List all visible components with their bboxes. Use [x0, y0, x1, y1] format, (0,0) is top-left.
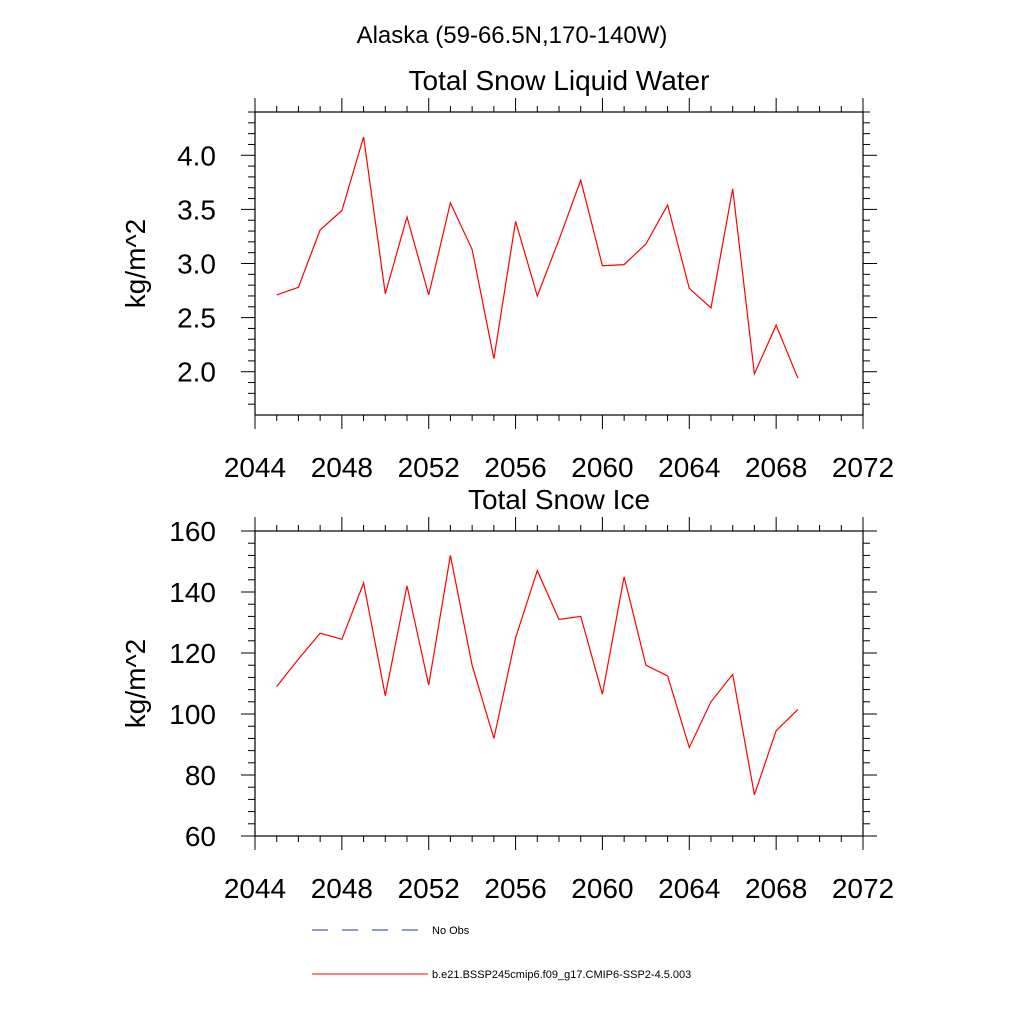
x-tick-label: 2056	[484, 873, 546, 904]
x-tick-label: 2052	[398, 452, 460, 483]
plot-frame-ice	[254, 530, 864, 837]
y-tick-label: 160	[169, 516, 216, 547]
y-tick-label: 120	[169, 638, 216, 669]
y-tick-label: 60	[185, 821, 216, 852]
snow-ice-panel: Total Snow Ice 2044 2048 2052 2056 2060 2064 20…	[120, 484, 894, 904]
y-tick-label: 4.0	[177, 140, 216, 171]
y-tick-label: 140	[169, 577, 216, 608]
legend-model-label: b.e21.BSSP245cmip6.f09_g17.CMIP6-SSP2-4.…	[432, 969, 691, 981]
panel-title-liquid: Total Snow Liquid Water	[409, 65, 710, 96]
x-tick-label: 2048	[311, 873, 373, 904]
x-tick-label: 2060	[571, 873, 633, 904]
x-tick-label: 2044	[224, 452, 286, 483]
y-tick-label: 3.0	[177, 249, 216, 280]
legend: No Obs b.e21.BSSP245cmip6.f09_g17.CMIP6-…	[312, 925, 691, 981]
plot-frame-liquid	[254, 111, 864, 416]
x-tick-label: 2072	[832, 873, 894, 904]
y-tick-label: 100	[169, 699, 216, 730]
y-axis-label: kg/m^2	[120, 219, 151, 308]
legend-obs-label: No Obs	[432, 925, 470, 937]
y-tick-label: 80	[185, 760, 216, 791]
y-tick-label: 3.5	[177, 194, 216, 225]
figure-title: Alaska (59-66.5N,170-140W)	[357, 22, 668, 49]
x-tick-label: 2068	[745, 873, 807, 904]
x-tick-label: 2060	[571, 452, 633, 483]
x-tick-label: 2056	[484, 452, 546, 483]
x-tick-label: 2064	[658, 452, 720, 483]
x-tick-label: 2064	[658, 873, 720, 904]
x-tick-label: 2052	[398, 873, 460, 904]
x-tick-label: 2044	[224, 873, 286, 904]
y-tick-label: 2.5	[177, 303, 216, 334]
y-tick-label: 2.0	[177, 357, 216, 388]
x-tick-label: 2048	[311, 452, 373, 483]
y-axis-label: kg/m^2	[120, 639, 151, 728]
series-line-liquid	[276, 136, 799, 379]
panel-title-ice: Total Snow Ice	[468, 484, 650, 515]
x-tick-label: 2072	[832, 452, 894, 483]
x-tick-label: 2068	[745, 452, 807, 483]
series-line-ice	[276, 555, 799, 795]
snow-liquid-water-panel: Total Snow Liquid Water 2044 2048 2052 2056 2…	[120, 65, 894, 483]
